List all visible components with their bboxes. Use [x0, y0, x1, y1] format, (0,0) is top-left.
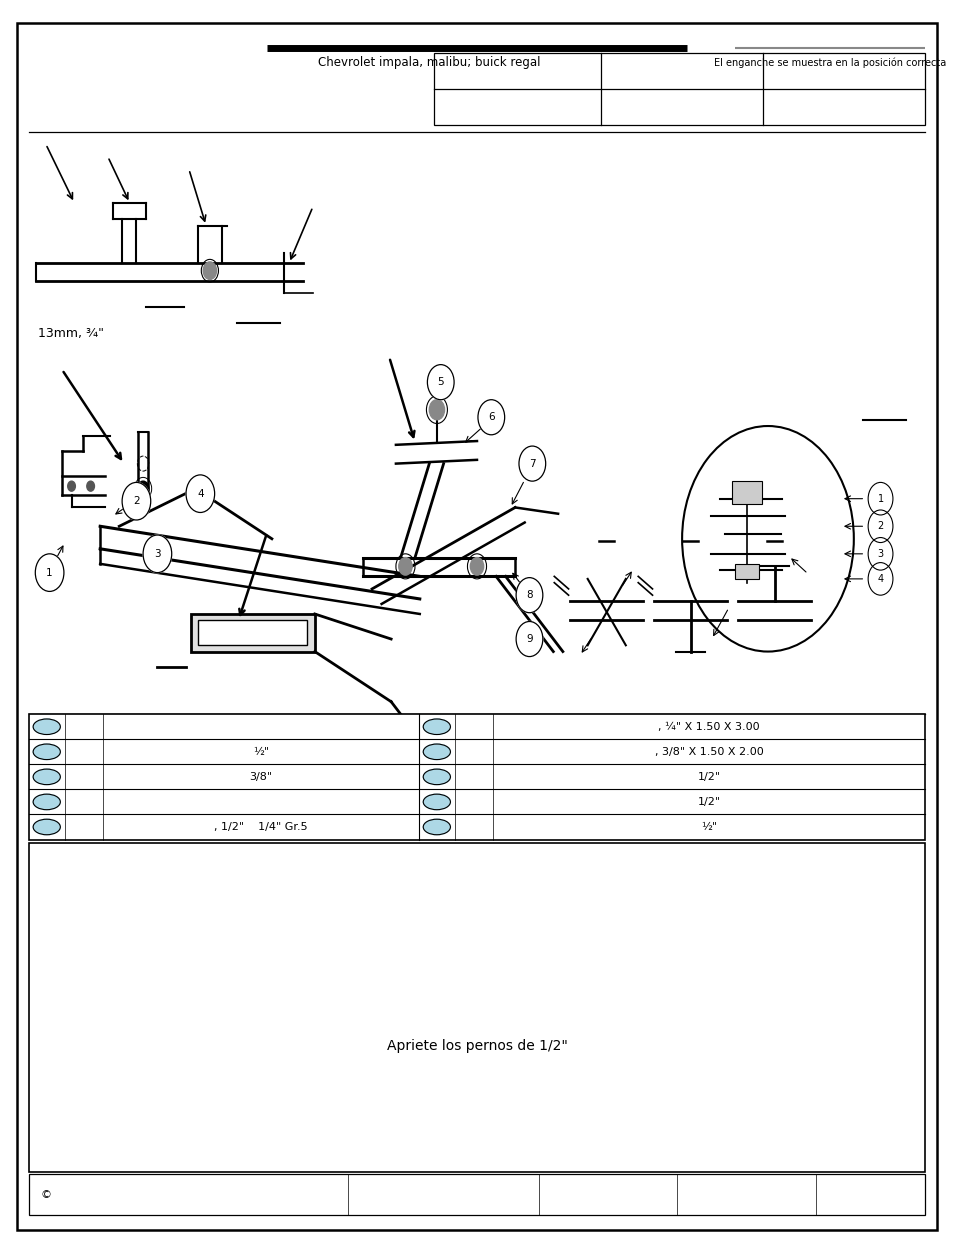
Circle shape	[186, 475, 214, 512]
Ellipse shape	[33, 719, 60, 734]
Circle shape	[681, 426, 853, 652]
Ellipse shape	[33, 794, 60, 809]
FancyBboxPatch shape	[734, 564, 759, 579]
Circle shape	[516, 578, 542, 613]
Ellipse shape	[33, 744, 60, 759]
Circle shape	[203, 262, 216, 279]
Circle shape	[35, 554, 64, 591]
Text: 4: 4	[197, 489, 203, 499]
Ellipse shape	[423, 719, 450, 734]
Circle shape	[398, 558, 412, 575]
Circle shape	[867, 482, 892, 515]
Circle shape	[470, 558, 483, 575]
Text: Apriete los pernos de 1/2": Apriete los pernos de 1/2"	[386, 1039, 567, 1054]
Circle shape	[867, 563, 892, 595]
Circle shape	[867, 510, 892, 543]
Text: 5: 5	[437, 377, 443, 387]
Circle shape	[429, 400, 444, 420]
Text: El enganche se muestra en la posición correcta: El enganche se muestra en la posición co…	[713, 58, 945, 68]
Text: 13mm, ¾": 13mm, ¾"	[38, 327, 104, 340]
Ellipse shape	[33, 819, 60, 834]
Text: 8: 8	[526, 590, 532, 600]
Circle shape	[68, 481, 75, 491]
Circle shape	[122, 482, 151, 520]
Ellipse shape	[33, 769, 60, 784]
Circle shape	[518, 446, 545, 481]
Circle shape	[477, 400, 504, 435]
Text: 1: 1	[47, 568, 52, 578]
Text: , ¼" X 1.50 X 3.00: , ¼" X 1.50 X 3.00	[658, 722, 760, 732]
Circle shape	[867, 538, 892, 570]
Circle shape	[143, 535, 172, 573]
Text: 4: 4	[877, 574, 882, 584]
FancyBboxPatch shape	[198, 620, 307, 645]
Text: ½": ½"	[253, 747, 269, 757]
FancyBboxPatch shape	[731, 481, 761, 504]
Text: ©: ©	[40, 1190, 51, 1199]
Text: , 1/2"    1/4" Gr.5: , 1/2" 1/4" Gr.5	[213, 822, 308, 832]
Circle shape	[427, 365, 454, 400]
Circle shape	[87, 481, 94, 491]
Circle shape	[516, 621, 542, 657]
Text: 7: 7	[529, 459, 535, 469]
Ellipse shape	[423, 744, 450, 759]
FancyBboxPatch shape	[434, 53, 924, 125]
Ellipse shape	[423, 769, 450, 784]
Text: 6: 6	[488, 412, 494, 422]
Text: 3: 3	[877, 549, 882, 559]
Text: 1: 1	[877, 494, 882, 504]
FancyBboxPatch shape	[29, 1174, 924, 1215]
Text: 9: 9	[526, 634, 532, 644]
FancyBboxPatch shape	[29, 714, 924, 840]
Text: 2: 2	[877, 521, 882, 531]
Text: 2: 2	[133, 496, 139, 506]
Text: 3: 3	[154, 549, 160, 559]
Text: ½": ½"	[700, 822, 717, 832]
Text: Chevrolet impala, malibu; buick regal: Chevrolet impala, malibu; buick regal	[317, 56, 540, 69]
Text: , 3/8" X 1.50 X 2.00: , 3/8" X 1.50 X 2.00	[654, 747, 762, 757]
FancyBboxPatch shape	[191, 614, 314, 652]
Text: 3/8": 3/8"	[249, 772, 273, 782]
Text: 1/2": 1/2"	[697, 797, 720, 807]
Ellipse shape	[423, 794, 450, 809]
FancyBboxPatch shape	[29, 843, 924, 1172]
Ellipse shape	[423, 819, 450, 834]
Circle shape	[137, 481, 149, 496]
FancyBboxPatch shape	[17, 23, 936, 1230]
Text: 1/2": 1/2"	[697, 772, 720, 782]
